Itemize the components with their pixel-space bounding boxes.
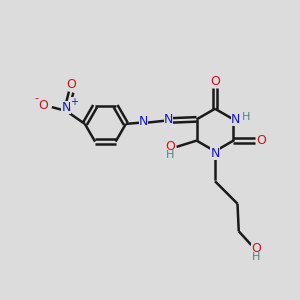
Text: H: H	[252, 252, 260, 262]
Text: O: O	[38, 99, 48, 112]
Text: O: O	[210, 75, 220, 88]
Text: -: -	[35, 93, 39, 103]
Text: H: H	[166, 150, 174, 160]
Text: +: +	[70, 97, 78, 107]
Text: H: H	[242, 112, 250, 122]
Text: O: O	[251, 242, 261, 255]
Text: O: O	[66, 78, 76, 91]
Text: N: N	[164, 112, 173, 126]
Text: N: N	[139, 115, 148, 128]
Text: N: N	[210, 147, 220, 160]
Text: N: N	[61, 100, 71, 114]
Text: O: O	[257, 134, 267, 147]
Text: N: N	[231, 113, 241, 126]
Text: O: O	[165, 140, 175, 153]
